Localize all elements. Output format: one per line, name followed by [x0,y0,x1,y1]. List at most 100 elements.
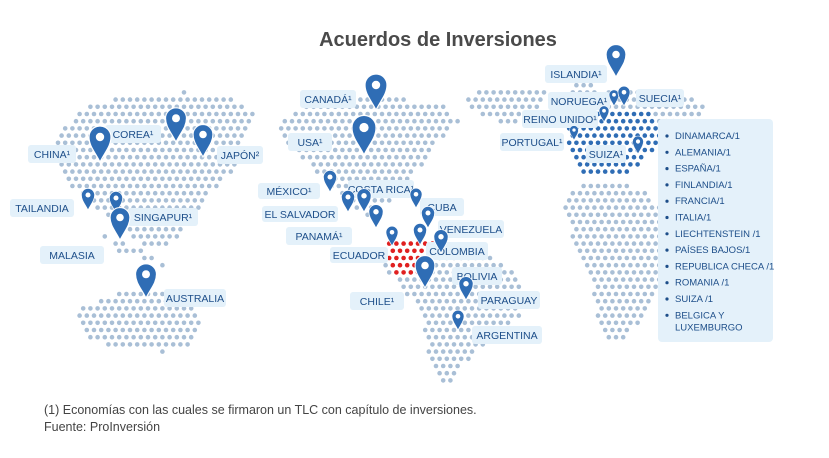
label-text-corea: COREA¹ [113,129,154,141]
pin-canada-map-marker-icon [364,73,388,112]
label-text-mexico: MÉXICO¹ [267,185,312,198]
pin-portugal-map-marker-icon [569,125,579,141]
label-corea: COREA¹ [105,125,161,143]
pin-el-salvador-map-marker-icon [341,190,355,213]
svg-text:LUXEMBURGO: LUXEMBURGO [675,322,743,333]
pin-panama-map-marker-icon [368,204,384,229]
svg-text:ITALIA/1: ITALIA/1 [675,213,711,224]
svg-text:PAÍSES BAJOS/1: PAÍSES BAJOS/1 [675,245,750,256]
label-text-tailandia: TAILANDIA [15,203,68,215]
label-canada: CANADÁ¹ [300,90,356,108]
label-colombia: COLOMBIA [426,242,488,260]
europe-list-item: ROMANIA /1 [665,278,729,289]
svg-text:FRANCIA/1: FRANCIA/1 [675,196,725,207]
label-text-reino-unido: REINO UNIDO¹ [523,114,597,126]
label-text-singapur: SINGAPUR¹ [134,212,193,224]
label-mexico: MÉXICO¹ [258,183,320,199]
pin-suecia-map-marker-icon [617,85,631,107]
europe-list-item: LIECHTENSTEIN /1 [665,229,761,240]
label-suiza: SUIZA¹ [586,145,626,163]
label-australia: AUSTRALIA [164,289,226,307]
label-text-noruega: NORUEGA¹ [551,96,608,108]
label-portugal: PORTUGAL¹ [500,133,564,151]
svg-text:LIECHTENSTEIN /1: LIECHTENSTEIN /1 [675,229,761,240]
europe-list-item: DINAMARCA/1 [665,131,740,142]
pin-china-map-marker-icon [88,125,112,164]
svg-text:BELGICA Y: BELGICA Y [675,310,725,321]
label-text-cuba: CUBA [427,202,456,214]
pin-colombia-map-marker-icon [413,223,427,246]
europe-list-item: FINLANDIA/1 [665,180,733,191]
pin-paraguay-map-marker-icon [458,276,474,301]
label-china: CHINA¹ [28,145,76,163]
svg-text:DINAMARCA/1: DINAMARCA/1 [675,131,740,142]
source-note: Fuente: ProInversión [44,420,161,434]
label-text-portugal: PORTUGAL¹ [501,137,563,149]
pin-cuba-map-marker-icon [409,187,423,209]
svg-text:REPUBLICA CHECA /1: REPUBLICA CHECA /1 [675,261,774,272]
europe-list-panel: DINAMARCA/1 ALEMANIA/1 ESPAÑA/1 FINLANDIA/1… [658,119,774,342]
pin-malasia-map-marker-icon [109,207,131,242]
label-text-usa: USA¹ [297,137,323,149]
svg-text:ROMANIA /1: ROMANIA /1 [675,278,729,289]
pin-corea-map-marker-icon [164,107,188,144]
europe-list-item: ITALIA/1 [665,213,711,224]
label-suecia: SUECIA¹ [636,89,684,107]
pin-tailandia-map-marker-icon [81,188,95,211]
europe-list-item: ALEMANIA/1 [665,147,731,158]
pin-noruega-map-marker-icon [608,89,620,107]
label-islandia: ISLANDIA¹ [545,65,607,83]
svg-text:ALEMANIA/1: ALEMANIA/1 [675,147,731,158]
label-text-canada: CANADÁ¹ [304,93,352,106]
label-japon: JAPÓN² [217,146,263,164]
label-ecuador: ECUADOR [330,247,388,263]
europe-list-item: SUIZA /1 [665,294,713,305]
label-usa: USA¹ [288,133,332,151]
label-reino-unido: REINO UNIDO¹ [522,110,598,128]
pin-mexico-map-marker-icon [323,170,337,193]
pin-japon-map-marker-icon [192,124,214,159]
label-text-panama: PANAMÁ¹ [295,230,343,243]
label-panama: PANAMÁ¹ [286,227,352,245]
label-text-islandia: ISLANDIA¹ [550,69,602,81]
label-chile: CHILE¹ [350,292,404,310]
pin-chile-map-marker-icon [414,255,436,290]
pin-usa-map-marker-icon [351,114,377,157]
map-title: Acuerdos de Inversiones [319,29,557,51]
svg-text:FINLANDIA/1: FINLANDIA/1 [675,180,733,191]
pin-venezuela-map-marker-icon [421,206,435,229]
pin-australia-map-marker-icon [134,263,158,300]
label-text-suecia: SUECIA¹ [639,93,682,105]
footnote: (1) Economías con las cuales se firmaron… [44,403,477,417]
svg-text:ESPAÑA/1: ESPAÑA/1 [675,164,721,175]
label-venezuela: VENEZUELA [438,220,504,238]
label-text-chile: CHILE¹ [360,296,395,308]
europe-list-item: PAÍSES BAJOS/1 [665,245,750,256]
pin-reino-unido-map-marker-icon [598,105,610,123]
europe-list-box [658,119,773,342]
label-text-ecuador: ECUADOR [333,250,386,262]
label-text-suiza: SUIZA¹ [589,149,624,161]
label-singapur: SINGAPUR¹ [128,208,198,226]
svg-text:SUIZA /1: SUIZA /1 [675,294,713,305]
label-tailandia: TAILANDIA [10,199,74,217]
label-noruega: NORUEGA¹ [548,92,610,110]
label-text-malasia: MALASIA [49,250,95,262]
pin-bolivia-map-marker-icon [433,229,449,254]
europe-list-item: FRANCIA/1 [665,196,725,207]
pin-islandia-map-marker-icon [605,44,627,79]
europe-list-item: REPUBLICA CHECA /1 [665,261,774,272]
label-text-colombia: COLOMBIA [429,246,484,258]
label-text-paraguay: PARAGUAY [481,295,538,307]
label-text-argentina: ARGENTINA [476,330,537,342]
pin-costa-rica-map-marker-icon [356,188,372,213]
pin-ecuador-map-marker-icon [385,225,399,247]
label-el-salvador: EL SALVADOR [262,206,338,222]
label-text-venezuela: VENEZUELA [440,224,502,236]
label-paraguay: PARAGUAY [478,291,540,309]
label-text-australia: AUSTRALIA [166,293,224,305]
label-argentina: ARGENTINA [472,326,542,344]
label-text-japon: JAPÓN² [221,149,260,162]
